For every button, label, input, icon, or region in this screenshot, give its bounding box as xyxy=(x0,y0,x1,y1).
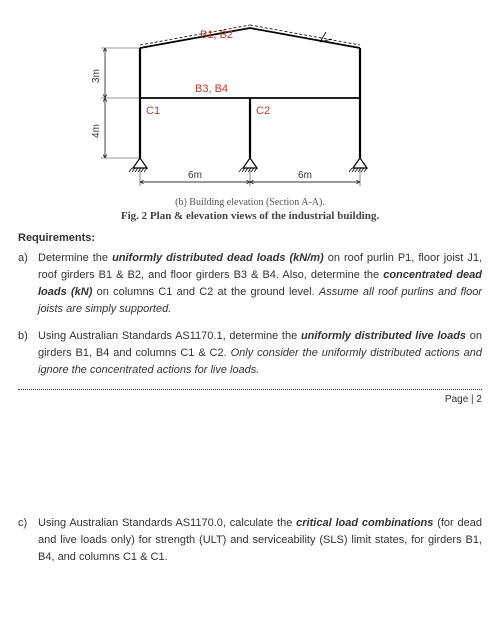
svg-text:4m: 4m xyxy=(91,124,102,138)
requirements-heading: Requirements: xyxy=(18,232,482,244)
svg-text:B1, B2: B1, B2 xyxy=(200,29,233,41)
svg-text:C1: C1 xyxy=(146,105,160,117)
req-a-b1: uniformly distributed dead loads (kN/m) xyxy=(112,252,324,264)
requirement-b: b) Using Australian Standards AS1170.1, … xyxy=(18,328,482,379)
requirements-list: a) Determine the uniformly distributed d… xyxy=(18,250,482,379)
req-c-body: Using Australian Standards AS1170.0, cal… xyxy=(38,515,482,566)
figure-caption-bold: Fig. 2 Plan & elevation views of the ind… xyxy=(121,210,379,222)
requirements-list-cont: c) Using Australian Standards AS1170.0, … xyxy=(18,515,482,566)
elevation-svg: B1, B2 B3, B4 C1 C2 3m 4m 6m 6m xyxy=(50,8,450,193)
req-b-body: Using Australian Standards AS1170.1, det… xyxy=(38,328,482,379)
requirement-a: a) Determine the uniformly distributed d… xyxy=(18,250,482,318)
figure-caption: Fig. 2 Plan & elevation views of the ind… xyxy=(18,210,482,222)
req-b-letter: b) xyxy=(18,328,32,379)
req-a-letter: a) xyxy=(18,250,32,318)
svg-text:3m: 3m xyxy=(91,69,102,83)
requirement-c: c) Using Australian Standards AS1170.0, … xyxy=(18,515,482,566)
req-b-b1: uniformly distributed live loads xyxy=(301,330,466,342)
subcaption: (b) Building elevation (Section A-A). xyxy=(18,197,482,208)
building-elevation-diagram: B1, B2 B3, B4 C1 C2 3m 4m 6m 6m xyxy=(18,8,482,193)
svg-text:6m: 6m xyxy=(188,170,202,181)
req-c-b1: critical load combinations xyxy=(296,517,433,529)
req-a-t1: Determine the xyxy=(38,252,112,264)
req-a-t3: on columns C1 and C2 at the ground level… xyxy=(92,286,319,298)
svg-text:B3, B4: B3, B4 xyxy=(195,83,228,95)
page-number: Page | 2 xyxy=(18,394,482,405)
svg-text:6m: 6m xyxy=(298,170,312,181)
req-b-t1: Using Australian Standards AS1170.1, det… xyxy=(38,330,301,342)
page-divider xyxy=(18,389,482,390)
svg-text:C2: C2 xyxy=(256,105,270,117)
req-c-t1: Using Australian Standards AS1170.0, cal… xyxy=(38,517,296,529)
req-c-letter: c) xyxy=(18,515,32,566)
req-a-body: Determine the uniformly distributed dead… xyxy=(38,250,482,318)
